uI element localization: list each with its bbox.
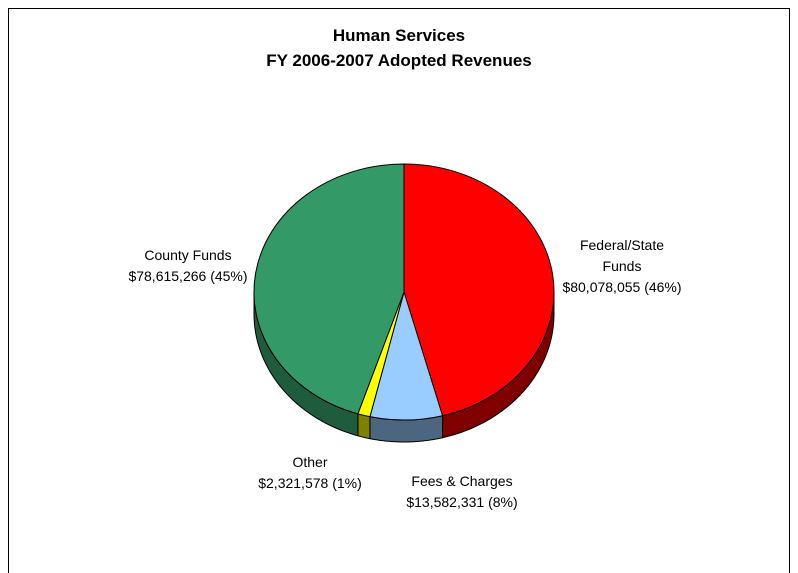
slice-label: Federal/State Funds $80,078,055 (46%) <box>562 235 681 298</box>
slice-value: $2,321,578 (1%) <box>258 475 362 491</box>
chart-title: Human Services <box>332 26 466 45</box>
slice-label: County Funds $78,615,266 (45%) <box>128 245 247 287</box>
slice-value: $80,078,055 (46%) <box>562 279 682 295</box>
slice-value: $78,615,266 (45%) <box>128 268 248 284</box>
slice-name: Fees & Charges <box>411 473 513 489</box>
slice-value: $13,582,331 (8%) <box>406 494 518 510</box>
chart-frame <box>8 8 790 573</box>
slice-name: Other <box>292 454 328 470</box>
chart-subtitle: FY 2006-2007 Adopted Revenues <box>266 51 532 70</box>
slice-name: Federal/State Funds <box>579 237 665 274</box>
slice-label: Other $2,321,578 (1%) <box>255 452 365 494</box>
pie-slice-side <box>357 413 371 440</box>
pie-slice <box>253 163 405 415</box>
slice-name: County Funds <box>144 247 232 263</box>
slice-label: Fees & Charges $13,582,331 (8%) <box>406 471 517 513</box>
pie-slice <box>403 163 555 417</box>
